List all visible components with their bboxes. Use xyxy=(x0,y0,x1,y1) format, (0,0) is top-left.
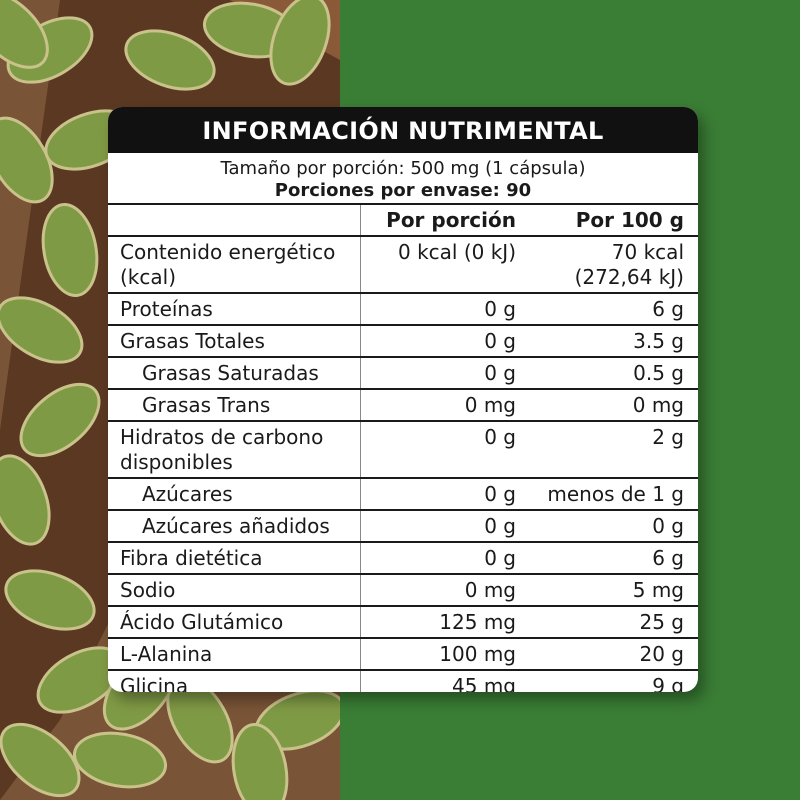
per-100g-value: 70 kcal (272,64 kJ) xyxy=(524,236,698,294)
per-100g-value: 0 mg xyxy=(524,389,698,422)
pumpkin-seed xyxy=(72,731,168,789)
nutrient-name: Ácido Glutámico xyxy=(108,606,360,639)
nutrient-name: Fibra dietética xyxy=(108,542,360,575)
pumpkin-seed xyxy=(4,569,96,631)
nutrient-name: L-Alanina xyxy=(108,638,360,671)
nutrient-name: Hidratos de carbono disponibles xyxy=(108,421,360,479)
table-row: Azúcares 0 g menos de 1 g xyxy=(108,478,698,511)
per-100g-value: menos de 1 g xyxy=(524,478,698,511)
table-row: Sodio 0 mg 5 mg xyxy=(108,574,698,607)
serving-info: Tamaño por porción: 500 mg (1 cápsula) P… xyxy=(108,153,698,205)
per-serving-value: 0 kcal (0 kJ) xyxy=(359,236,524,294)
per-100g-value: 6 g xyxy=(524,293,698,326)
nutrition-table: Por porción Por 100 g Contenido energéti… xyxy=(108,205,698,692)
pumpkin-seed xyxy=(269,0,331,86)
table-row: Grasas Totales 0 g 3.5 g xyxy=(108,325,698,358)
pumpkin-seed xyxy=(41,202,99,298)
pumpkin-seed xyxy=(0,454,51,546)
header-nutrient xyxy=(108,205,360,237)
per-serving-value: 0 g xyxy=(359,478,524,511)
per-100g-value: 3.5 g xyxy=(524,325,698,358)
per-serving-value: 0 g xyxy=(359,293,524,326)
nutrient-name: Sodio xyxy=(108,574,360,607)
per-serving-value: 0 g xyxy=(359,542,524,575)
nutrient-name: Grasas Saturadas xyxy=(108,357,360,390)
per-serving-value: 100 mg xyxy=(359,638,524,671)
table-row: Grasas Saturadas 0 g 0.5 g xyxy=(108,357,698,390)
panel-title: INFORMACIÓN NUTRIMENTAL xyxy=(108,107,698,153)
nutrient-name: Azúcares añadidos xyxy=(108,510,360,543)
pumpkin-seed xyxy=(0,296,84,364)
per-serving-value: 45 mg xyxy=(359,670,524,692)
pumpkin-seed xyxy=(124,29,216,91)
per-serving-value: 0 g xyxy=(359,325,524,358)
per-100g-value: 5 mg xyxy=(524,574,698,607)
nutrient-name: Grasas Trans xyxy=(108,389,360,422)
per-serving-value: 0 g xyxy=(359,421,524,479)
per-100g-value: 25 g xyxy=(524,606,698,639)
per-100g-value: 6 g xyxy=(524,542,698,575)
nutrition-facts-panel: INFORMACIÓN NUTRIMENTAL Tamaño por porci… xyxy=(108,107,698,692)
table-row: Grasas Trans 0 mg 0 mg xyxy=(108,389,698,422)
per-100g-value: 0 g xyxy=(524,510,698,543)
per-serving-value: 0 mg xyxy=(359,574,524,607)
nutrient-name: Azúcares xyxy=(108,478,360,511)
per-serving-value: 0 g xyxy=(359,357,524,390)
per-100g-value: 0.5 g xyxy=(524,357,698,390)
nutrient-name: Grasas Totales xyxy=(108,325,360,358)
table-row: Ácido Glutámico 125 mg 25 g xyxy=(108,606,698,639)
per-100g-value: 2 g xyxy=(524,421,698,479)
per-serving-value: 125 mg xyxy=(359,606,524,639)
pumpkin-seed xyxy=(231,722,289,800)
per-100g-value: 20 g xyxy=(524,638,698,671)
nutrient-name: Proteínas xyxy=(108,293,360,326)
pumpkin-seed xyxy=(0,722,81,798)
per-serving-value: 0 g xyxy=(359,510,524,543)
pumpkin-seed xyxy=(0,0,49,69)
table-header-row: Por porción Por 100 g xyxy=(108,205,698,237)
table-row: Glicina 45 mg 9 g xyxy=(108,670,698,692)
table-row: Contenido energético (kcal) 0 kcal (0 kJ)… xyxy=(108,236,698,294)
pumpkin-seed xyxy=(0,116,54,204)
table-row: L-Alanina 100 mg 20 g xyxy=(108,638,698,671)
nutrient-name: Contenido energético (kcal) xyxy=(108,236,360,294)
pumpkin-seed xyxy=(19,382,101,458)
servings-per-container: Porciones por envase: 90 xyxy=(274,180,532,201)
nutrient-name: Glicina xyxy=(120,674,189,692)
header-per-100g: Por 100 g xyxy=(524,205,698,237)
per-100g-value: 9 g xyxy=(652,674,684,692)
serving-size: Tamaño por porción: 500 mg (1 cápsula) xyxy=(220,158,586,179)
per-serving-value: 0 mg xyxy=(359,389,524,422)
header-per-serving: Por porción xyxy=(359,205,524,237)
